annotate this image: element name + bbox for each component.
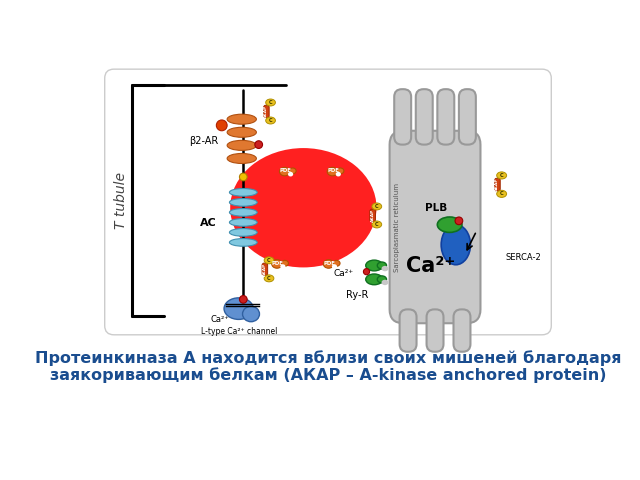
Text: L-type Ca²⁺ channel: L-type Ca²⁺ channel <box>201 327 278 336</box>
Circle shape <box>239 296 247 303</box>
Text: PDE: PDE <box>323 261 335 266</box>
Ellipse shape <box>497 172 507 179</box>
Ellipse shape <box>332 264 337 269</box>
Text: β2-AR: β2-AR <box>189 136 218 146</box>
Ellipse shape <box>230 148 376 267</box>
Ellipse shape <box>372 221 381 228</box>
Text: Ry-R: Ry-R <box>346 290 369 300</box>
Text: C: C <box>500 192 504 196</box>
Text: PLB: PLB <box>425 203 447 213</box>
Text: C: C <box>268 276 271 281</box>
Ellipse shape <box>323 260 334 268</box>
Ellipse shape <box>281 260 289 266</box>
Text: Ca²⁺: Ca²⁺ <box>333 269 353 278</box>
Ellipse shape <box>289 168 296 174</box>
Text: C: C <box>269 100 273 105</box>
Ellipse shape <box>441 225 470 265</box>
FancyBboxPatch shape <box>437 89 454 144</box>
Ellipse shape <box>337 168 344 174</box>
Ellipse shape <box>243 159 364 257</box>
Ellipse shape <box>266 99 275 106</box>
Ellipse shape <box>372 203 381 210</box>
Ellipse shape <box>280 264 285 269</box>
Ellipse shape <box>378 262 387 269</box>
FancyBboxPatch shape <box>105 69 551 335</box>
FancyBboxPatch shape <box>370 209 376 222</box>
Ellipse shape <box>224 298 253 319</box>
FancyBboxPatch shape <box>262 263 268 276</box>
Ellipse shape <box>272 260 282 268</box>
Ellipse shape <box>227 127 257 137</box>
Ellipse shape <box>230 218 257 226</box>
Ellipse shape <box>257 169 350 246</box>
Text: PDE: PDE <box>327 168 339 173</box>
Text: AKAP: AKAP <box>371 209 374 222</box>
Text: AKAP: AKAP <box>495 178 499 192</box>
Text: заякоривающим белкам (АКАР – A-kinase anchored protein): заякоривающим белкам (АКАР – A-kinase an… <box>50 368 606 384</box>
Ellipse shape <box>365 260 383 271</box>
Text: AC: AC <box>200 218 217 228</box>
Text: Sarcoplasmatic reticulum: Sarcoplasmatic reticulum <box>394 182 400 272</box>
Ellipse shape <box>243 306 259 322</box>
Ellipse shape <box>264 275 274 282</box>
Text: Ca²⁺: Ca²⁺ <box>211 315 230 324</box>
FancyBboxPatch shape <box>454 310 470 352</box>
Ellipse shape <box>227 140 257 150</box>
Text: SERCA-2: SERCA-2 <box>505 253 541 262</box>
Ellipse shape <box>333 260 340 266</box>
Ellipse shape <box>292 198 315 217</box>
FancyBboxPatch shape <box>427 310 444 352</box>
FancyBboxPatch shape <box>399 310 417 352</box>
Ellipse shape <box>230 228 257 236</box>
FancyBboxPatch shape <box>495 178 500 191</box>
Circle shape <box>455 217 463 225</box>
FancyBboxPatch shape <box>394 89 411 144</box>
Ellipse shape <box>264 257 274 264</box>
Ellipse shape <box>269 180 337 235</box>
Ellipse shape <box>230 189 257 196</box>
Circle shape <box>216 120 227 131</box>
Ellipse shape <box>365 274 383 285</box>
Text: AKAP: AKAP <box>263 263 267 276</box>
Text: C: C <box>268 258 271 263</box>
Text: PDE: PDE <box>280 168 291 173</box>
Ellipse shape <box>378 276 387 283</box>
Ellipse shape <box>230 239 257 246</box>
Text: Ca²⁺: Ca²⁺ <box>406 255 455 276</box>
Ellipse shape <box>266 117 275 124</box>
FancyBboxPatch shape <box>459 89 476 144</box>
Ellipse shape <box>437 217 462 232</box>
Text: C: C <box>269 118 273 123</box>
Ellipse shape <box>497 190 507 197</box>
FancyBboxPatch shape <box>390 131 481 323</box>
Text: C: C <box>500 173 504 178</box>
Ellipse shape <box>227 154 257 164</box>
Text: C: C <box>375 204 379 209</box>
Ellipse shape <box>381 266 388 271</box>
Ellipse shape <box>280 168 290 176</box>
Text: C: C <box>375 222 379 227</box>
Circle shape <box>364 269 369 275</box>
Circle shape <box>255 141 262 148</box>
Ellipse shape <box>230 208 257 216</box>
Ellipse shape <box>230 199 257 206</box>
Text: Протеинкиназа А находится вблизи своих мишеней благодаря: Протеинкиназа А находится вблизи своих м… <box>35 350 621 366</box>
Text: T tubule: T tubule <box>114 171 128 228</box>
Ellipse shape <box>381 280 388 285</box>
Ellipse shape <box>282 190 325 226</box>
Text: PDE: PDE <box>272 261 284 266</box>
Text: AKAP: AKAP <box>264 105 268 118</box>
Ellipse shape <box>227 114 257 124</box>
Circle shape <box>239 173 247 181</box>
Ellipse shape <box>327 168 338 176</box>
FancyBboxPatch shape <box>416 89 433 144</box>
FancyBboxPatch shape <box>264 105 269 118</box>
Ellipse shape <box>288 172 293 177</box>
Ellipse shape <box>336 172 341 177</box>
